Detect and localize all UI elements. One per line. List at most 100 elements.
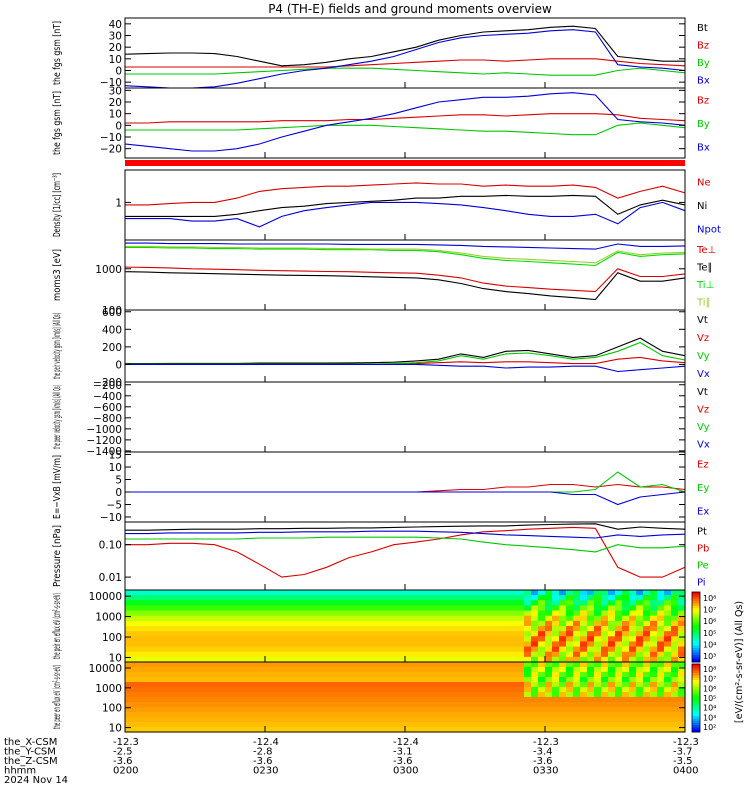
spectrogram-cell	[370, 697, 378, 703]
y-axis-label: the fgs gsm [nT]	[52, 21, 63, 85]
spectrogram-cell	[216, 605, 224, 612]
spectrogram-cell	[363, 702, 371, 708]
spectrogram-cell	[307, 590, 315, 596]
spectrogram-cell	[335, 687, 343, 693]
colorbar-cell	[692, 686, 700, 690]
spectrogram-cell	[489, 687, 497, 693]
spectrogram-cell	[293, 595, 301, 601]
spectrogram-cell	[601, 727, 609, 733]
spectrogram-cell	[160, 722, 168, 728]
spectrogram-cell	[552, 672, 560, 678]
spectrogram-cell	[258, 727, 266, 733]
spectrogram-cell	[384, 707, 392, 713]
spectrogram-cell	[503, 717, 511, 723]
spectrogram-cell	[573, 641, 581, 648]
spectrogram-cell	[195, 615, 203, 622]
colorbar-cell	[692, 725, 700, 728]
spectrogram-cell	[587, 595, 595, 601]
y-tick-label: −10	[100, 132, 122, 144]
spectrogram-cell	[160, 672, 168, 678]
spectrogram-cell	[188, 677, 196, 683]
spectrogram-cell	[307, 656, 315, 663]
spectrogram-cell	[517, 677, 525, 683]
spectrogram-cell	[671, 687, 679, 693]
spectrogram-cell	[398, 672, 406, 678]
spectrogram-cell	[594, 662, 602, 668]
spectrogram-cell	[174, 636, 182, 643]
spectrogram-cell	[258, 646, 266, 653]
spectrogram-cell	[671, 651, 679, 658]
spectrogram-cell	[419, 697, 427, 703]
spectrogram-cell	[461, 682, 469, 688]
spectrogram-cell	[174, 600, 182, 607]
spectrogram-cell	[531, 590, 539, 596]
spectrogram-cell	[230, 610, 238, 617]
spectrogram-cell	[489, 672, 497, 678]
spectrogram-cell	[286, 677, 294, 683]
spectrogram-cell	[496, 626, 504, 632]
spectrogram-cell	[447, 667, 455, 673]
spectrogram-cell	[370, 651, 378, 658]
spectrogram-cell	[356, 600, 364, 607]
spectrogram-cell	[272, 610, 280, 617]
spectrogram-cell	[510, 717, 518, 723]
spectrogram-cell	[286, 707, 294, 713]
spectrogram-cell	[293, 605, 301, 612]
spectrogram-cell	[335, 641, 343, 648]
spectrogram-cell	[328, 717, 336, 723]
spectrogram-cell	[573, 682, 581, 688]
y-tick-label: 1000	[95, 612, 122, 624]
spectrogram-cell	[321, 626, 329, 632]
spectrogram-cell	[356, 677, 364, 683]
spectrogram-cell	[657, 682, 665, 688]
footer-row-label: 2024 Nov 14	[4, 775, 68, 786]
spectrogram-cell	[608, 620, 616, 627]
spectrogram-cell	[202, 682, 210, 688]
spectrogram-cell	[342, 656, 350, 663]
spectrogram-cell	[636, 595, 644, 601]
spectrogram-cell	[237, 682, 245, 688]
spectrogram-cell	[398, 615, 406, 622]
spectrogram-cell	[615, 677, 623, 683]
spectrogram-cell	[377, 590, 385, 596]
y-tick-label: 20	[109, 97, 122, 109]
spectrogram-cell	[531, 636, 539, 643]
spectrogram-cell	[440, 595, 448, 601]
spectrogram-cell	[195, 636, 203, 643]
spectrogram-cell	[531, 626, 539, 632]
spectrogram-cell	[601, 615, 609, 622]
spectrogram-cell	[300, 697, 308, 703]
spectrogram-cell	[475, 590, 483, 596]
spectrogram-cell	[188, 610, 196, 617]
spectrogram-cell	[629, 677, 637, 683]
spectrogram-cell	[517, 646, 525, 653]
spectrogram-cell	[566, 677, 574, 683]
spectrogram-cell	[286, 717, 294, 723]
spectrogram-cell	[447, 692, 455, 698]
spectrogram-cell	[328, 595, 336, 601]
spectrogram-cell	[503, 641, 511, 648]
spectrogram-cell	[188, 667, 196, 673]
spectrogram-cell	[307, 712, 315, 718]
spectrogram-cell	[384, 682, 392, 688]
spectrogram-cell	[559, 662, 567, 668]
spectrogram-cell	[384, 610, 392, 617]
spectrogram-cell	[209, 682, 217, 688]
y-tick-label: 400	[102, 324, 122, 336]
spectrogram-cell	[272, 605, 280, 612]
spectrogram-cell	[552, 717, 560, 723]
spectrogram-cell	[216, 631, 224, 637]
spectrogram-cell	[314, 677, 322, 683]
spectrogram-cell	[657, 727, 665, 733]
spectrogram-cell	[307, 636, 315, 643]
spectrogram-cell	[545, 656, 553, 663]
spectrogram-cell	[279, 702, 287, 708]
spectrogram-cell	[517, 595, 525, 601]
spectrogram-cell	[412, 687, 420, 693]
spectrogram-cell	[202, 651, 210, 658]
spectrogram-cell	[531, 641, 539, 648]
spectrogram-cell	[405, 687, 413, 693]
spectrogram-cell	[454, 641, 462, 648]
spectrogram-cell	[244, 672, 252, 678]
spectrogram-cell	[139, 656, 147, 663]
